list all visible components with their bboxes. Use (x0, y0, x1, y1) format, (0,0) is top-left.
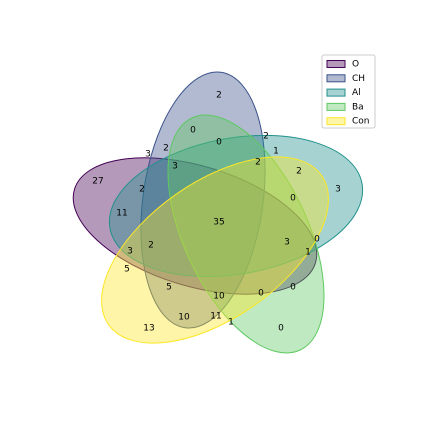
region-label: 2 (139, 185, 145, 195)
region-label: 0 (290, 283, 296, 293)
region-label: 11 (210, 312, 221, 322)
region-label: 10 (178, 313, 190, 323)
legend-swatch (326, 60, 346, 68)
region-label: 3 (335, 185, 341, 195)
region-label: 0 (278, 324, 284, 334)
region-label: 0 (216, 138, 222, 148)
region-label: 5 (166, 283, 172, 293)
legend-swatch (326, 102, 346, 111)
region-label: 27 (92, 177, 103, 187)
legend-label: Al (352, 88, 361, 98)
legend-swatch (326, 74, 346, 83)
region-label: 13 (143, 324, 154, 334)
legend-label: O (352, 60, 359, 70)
region-label: 5 (124, 265, 130, 275)
region-label: 11 (116, 209, 127, 219)
legend-swatch (326, 88, 346, 97)
region-label: 3 (127, 247, 133, 257)
legend-box (321, 54, 376, 129)
region-label: 35 (213, 218, 224, 228)
region-label: 0 (314, 235, 320, 245)
region-label: 1 (228, 318, 234, 328)
region-label: 3 (145, 150, 151, 160)
region-label: 3 (284, 238, 290, 248)
region-label: 2 (148, 241, 154, 251)
region-label: 2 (216, 91, 222, 101)
region-label: 2 (255, 158, 261, 168)
region-label: 3 (172, 162, 178, 172)
region-label: 0 (190, 126, 196, 136)
region-label: 2 (163, 144, 169, 154)
legend-label: Con (352, 117, 370, 127)
legend-label: CH (352, 74, 365, 84)
region-label: 2 (263, 132, 269, 142)
region-label: 0 (290, 194, 296, 204)
set-ellipse (140, 71, 266, 329)
region-label: 10 (213, 292, 225, 302)
region-label: 2 (296, 167, 302, 177)
set-ellipse (101, 156, 329, 344)
region-label: 0 (258, 289, 264, 299)
region-label: 1 (273, 147, 279, 157)
legend-swatch (326, 117, 346, 126)
legend-label: Ba (352, 102, 364, 112)
set-ellipse (108, 134, 364, 278)
region-label: 1 (305, 248, 311, 258)
set-ellipse (167, 114, 325, 354)
